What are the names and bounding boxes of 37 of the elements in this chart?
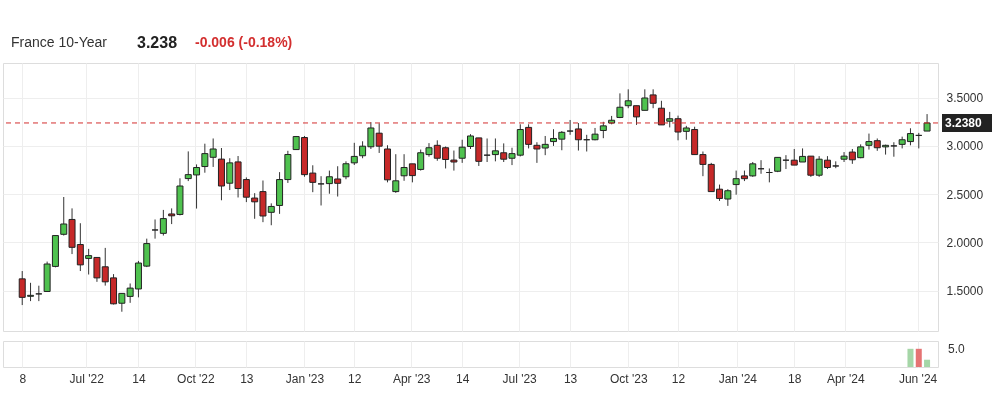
x-tick-label: Jul '22 [69,371,105,386]
x-tick-label: 18 [788,371,802,386]
candlestick [458,139,466,164]
candlestick [890,141,898,158]
candlestick [151,218,159,240]
candlestick [923,113,931,132]
text: -0.006 (-0.18%) [195,34,293,50]
ref-line-label: 3.2380 [945,115,983,130]
candlestick [574,122,582,152]
y-tick-label: 3.0000 [946,139,984,154]
x-tick-label: Jan '23 [285,371,325,386]
x-tick-label: Oct '22 [177,371,216,386]
x-tick-label: Jan '24 [718,371,758,386]
x-tick-label: 12 [671,371,686,386]
x-tick-label: 14 [456,371,470,386]
y-tick-label: 2.5000 [946,187,984,202]
y-tick-label: 1.5000 [946,284,984,299]
x-tick-label: 13 [240,371,254,386]
candlestick [616,92,624,119]
x-tick-label: 14 [132,371,146,386]
candlestick [159,209,167,237]
x-tick-label: Apr '24 [826,371,865,386]
candlestick [392,153,400,194]
x-tick-label: 8 [19,371,27,386]
x-tick-label: Jul '23 [502,371,538,386]
chart-title: France 10-Year [11,34,108,50]
candlestick [317,175,325,206]
text: 3.238 [137,34,178,51]
x-tick-label: Oct '23 [609,371,648,386]
x-tick-label: Jun '24 [898,371,938,386]
y-tick-label: 3.5000 [946,91,984,106]
x-tick-label: 12 [348,371,362,386]
candlestick [566,119,574,136]
y-tick-label: 2.0000 [946,235,984,250]
x-tick-label: Apr '23 [392,371,431,386]
text: 5.0 [948,341,966,356]
x-tick-label: 13 [563,371,578,386]
